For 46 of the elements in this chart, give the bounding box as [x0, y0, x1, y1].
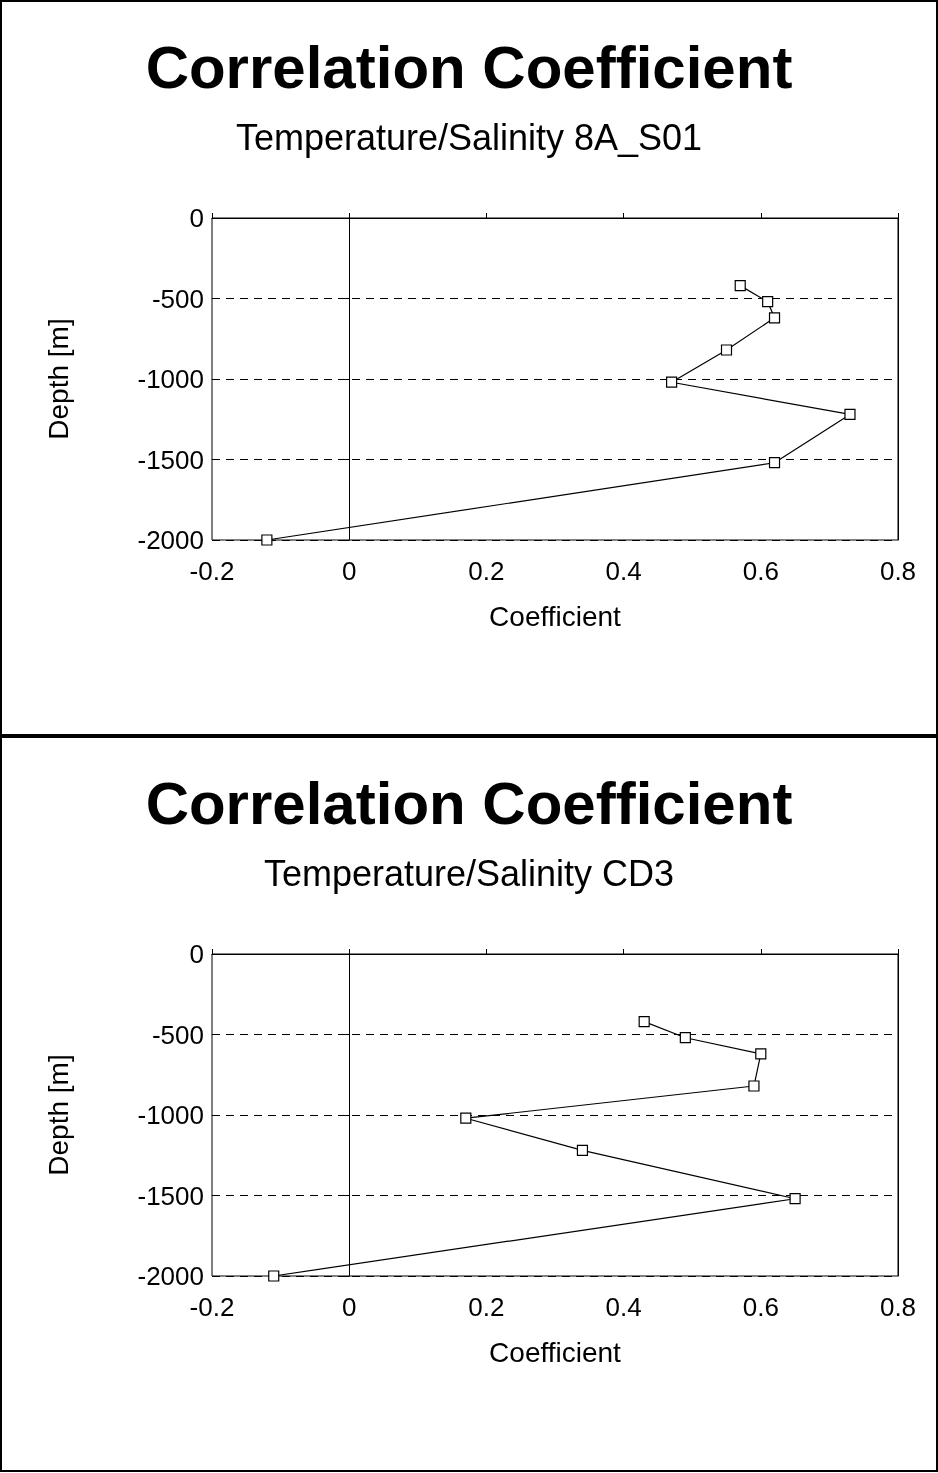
point [762, 296, 774, 308]
chart-subtitle: Temperature/Salinity CD3 [263, 852, 675, 894]
x-tick-label: -0.2 [189, 556, 235, 586]
chart-title: Correlation Coefficient [145, 769, 793, 837]
x-axis-title: Coefficient [489, 600, 622, 632]
x-tick-label: 0.6 [742, 556, 779, 586]
x-tick-label: -0.2 [189, 1292, 235, 1322]
point [460, 1112, 472, 1124]
point [734, 280, 746, 292]
point [768, 312, 781, 324]
x-tick-label: 0.8 [879, 1292, 917, 1322]
point [789, 1193, 801, 1205]
y-tick-label: -1500 [137, 1180, 204, 1211]
point [576, 1144, 589, 1157]
y-tick-label: -1500 [137, 444, 204, 475]
x-axis-title: Coefficient [489, 1336, 622, 1368]
point [768, 457, 781, 469]
y-tick-label: -2000 [137, 1261, 204, 1291]
point [720, 344, 733, 356]
point [261, 534, 273, 546]
y-tick-label: 0 [189, 203, 204, 233]
y-tick-label: -500 [151, 1019, 204, 1050]
x-tick-label: 0 [341, 556, 357, 586]
y-tick-label: 0 [189, 939, 204, 969]
y-tick-label: -1000 [137, 364, 204, 394]
x-tick-label: 0.6 [742, 1292, 779, 1322]
point [679, 1032, 691, 1044]
point [755, 1048, 767, 1060]
point [844, 408, 856, 421]
x-tick-label: 0.8 [879, 556, 917, 586]
y-tick-label: -500 [151, 283, 204, 314]
x-tick-label: 0 [341, 1292, 357, 1322]
point [748, 1080, 760, 1092]
y-axis-title: Depth [m] [42, 318, 74, 440]
point [638, 1016, 650, 1028]
chart-title: Correlation Coefficient [145, 33, 793, 101]
x-tick-label: 0.4 [605, 556, 642, 586]
point [268, 1270, 280, 1282]
x-tick-label: 0.4 [605, 1292, 642, 1322]
chart-subtitle: Temperature/Salinity 8A_S01 [235, 116, 703, 158]
y-tick-label: -1000 [137, 1100, 204, 1130]
y-tick-label: -2000 [137, 525, 204, 555]
point [666, 376, 678, 388]
x-tick-label: 0.2 [468, 1292, 505, 1322]
y-axis-title: Depth [m] [42, 1054, 74, 1176]
x-tick-label: 0.2 [468, 556, 505, 586]
